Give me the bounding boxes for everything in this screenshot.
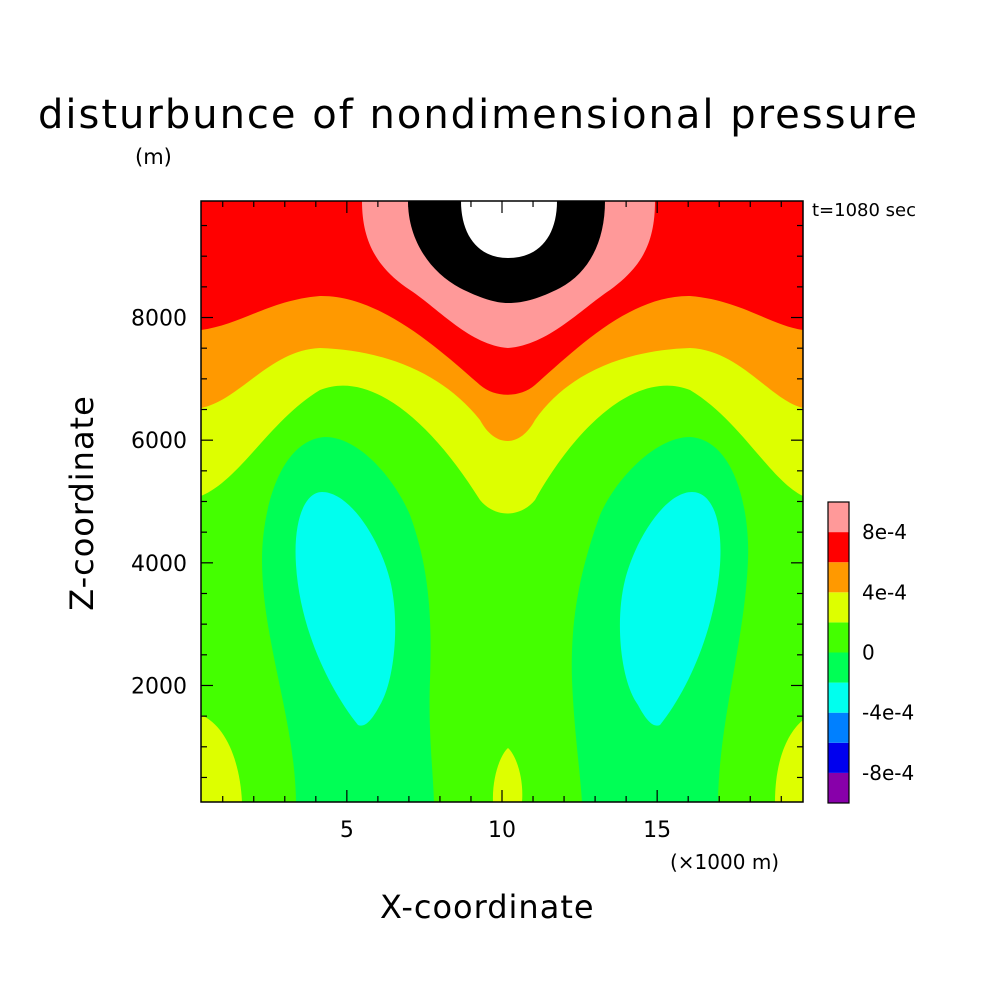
axis-ticks bbox=[201, 201, 803, 802]
colorbar-tick-label: 8e-4 bbox=[862, 520, 907, 544]
y-tick-label: 6000 bbox=[131, 429, 187, 454]
colorbar-tick-label: -8e-4 bbox=[862, 761, 914, 785]
colorbar-border bbox=[827, 501, 850, 804]
chart-title: disturbunce of nondimensional pressure bbox=[38, 92, 919, 138]
y-tick-label: 2000 bbox=[131, 674, 187, 699]
x-tick-label: 10 bbox=[488, 818, 516, 843]
x-axis-label: X-coordinate bbox=[380, 888, 595, 926]
y-tick-label: 4000 bbox=[131, 552, 187, 577]
colorbar-swatch bbox=[828, 682, 849, 713]
colorbar-tick-label: 4e-4 bbox=[862, 580, 907, 604]
colorbar-tick-label: 0 bbox=[862, 641, 875, 665]
colorbar-swatch bbox=[828, 652, 849, 683]
region-maximum-white bbox=[461, 201, 557, 258]
region-neg4e-4-to-neg2e-4-right bbox=[619, 492, 721, 726]
colorbar-swatch bbox=[828, 622, 849, 653]
colorbar-swatch bbox=[828, 532, 849, 563]
colorbar-swatch bbox=[828, 742, 849, 773]
axis-tick-labels: 5 10 15 2000 4000 6000 8000 bbox=[131, 307, 671, 843]
colorbar-legend: 8e-4 4e-4 0 -4e-4 -8e-4 bbox=[827, 501, 914, 804]
colorbar-swatch bbox=[828, 592, 849, 623]
x-tick-label: 5 bbox=[340, 818, 354, 843]
colorbar-tick-label: -4e-4 bbox=[862, 701, 914, 725]
region-2e-4-to-4e-4-left-corner bbox=[201, 715, 242, 802]
colorbar-swatch bbox=[828, 502, 849, 533]
region-neg4e-4-to-neg2e-4-left bbox=[295, 492, 396, 726]
region-2e-4-to-4e-4-bottom-center bbox=[492, 748, 523, 802]
time-annotation: t=1080 sec bbox=[812, 200, 917, 221]
y-tick-label: 8000 bbox=[131, 307, 187, 332]
colorbar-swatch bbox=[828, 772, 849, 803]
y-axis-unit: (m) bbox=[135, 145, 172, 169]
colorbar-swatch bbox=[828, 712, 849, 743]
x-axis-unit: (×1000 m) bbox=[670, 850, 780, 874]
colorbar-swatch bbox=[828, 562, 849, 593]
contour-fills bbox=[201, 201, 803, 802]
region-2e-4-to-4e-4-right-corner bbox=[775, 720, 803, 802]
x-tick-label: 15 bbox=[643, 818, 671, 843]
